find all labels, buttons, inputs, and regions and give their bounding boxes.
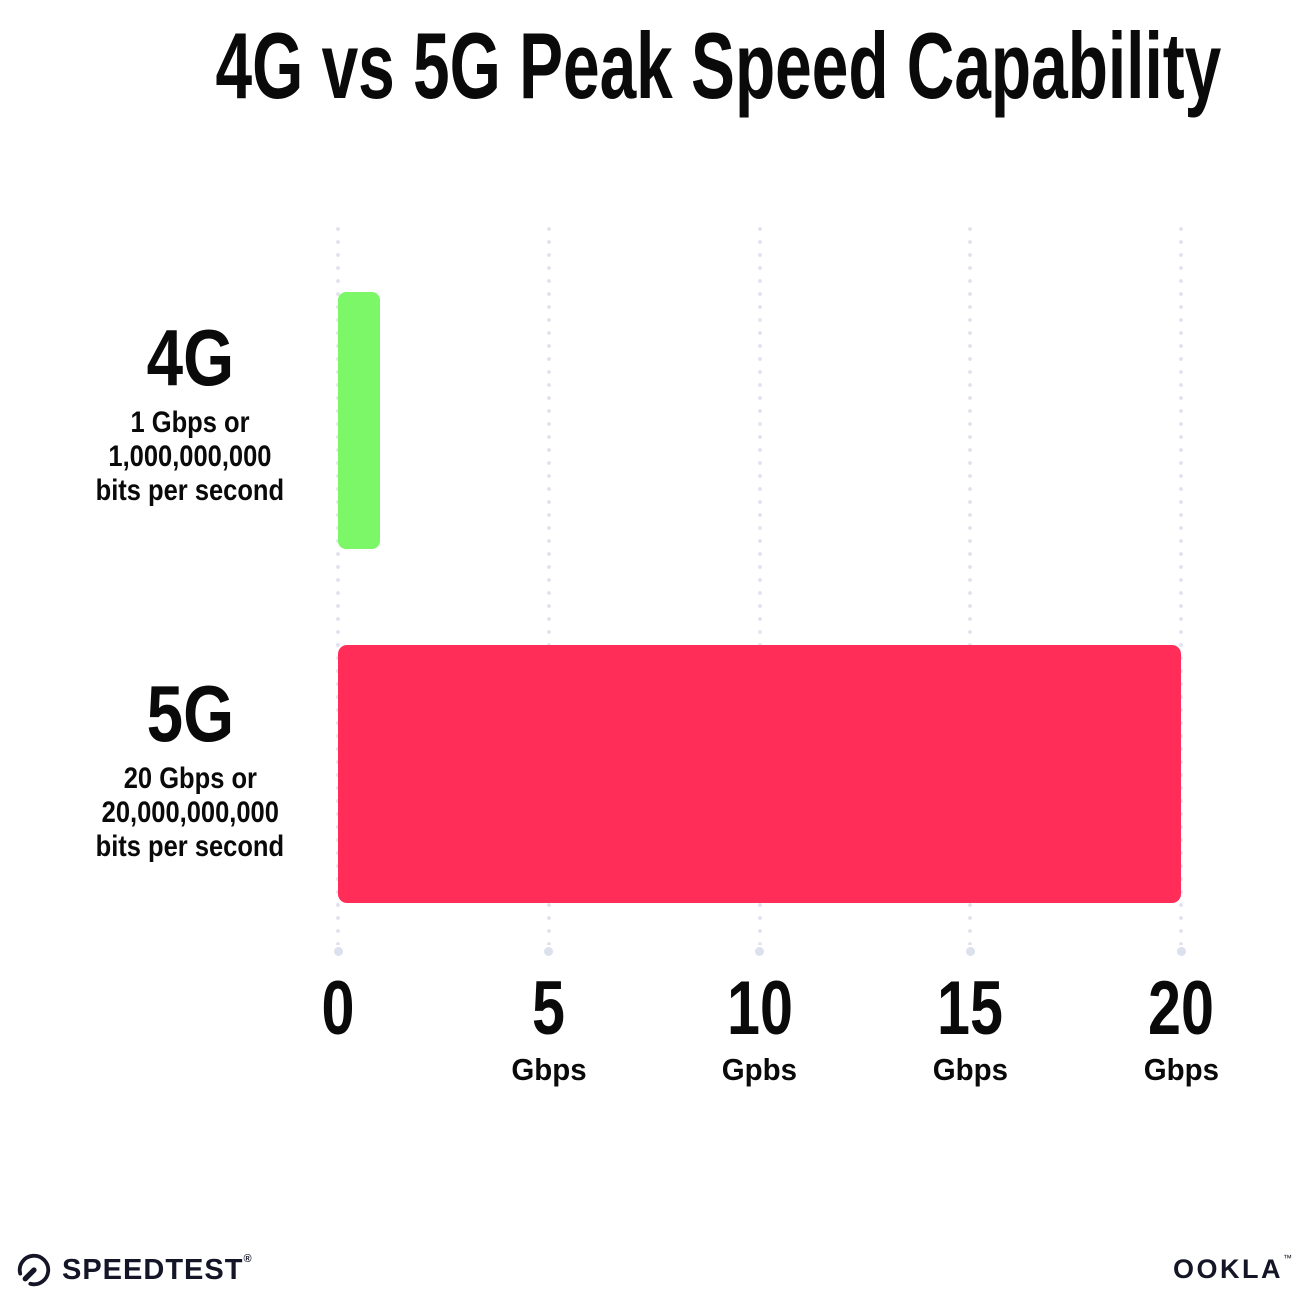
speedtest-wordmark-text: SPEEDTEST xyxy=(62,1253,244,1286)
row-label-5g-sublabel: 20 Gbps or 20,000,000,000 bits per secon… xyxy=(40,762,340,864)
x-tick-15-unit: Gbps xyxy=(932,1052,1008,1087)
x-tick-20: 20 Gbps xyxy=(1139,971,1224,1087)
x-tick-10: 10 Gpbs xyxy=(717,971,802,1087)
x-tick-20-unit: Gbps xyxy=(1143,1052,1219,1087)
ookla-trademark-icon: ™ xyxy=(1283,1253,1292,1263)
row-label-5g-title: 5G xyxy=(146,669,234,758)
row-label-5g-subline-1: 20 Gbps or xyxy=(123,762,257,795)
row-label-5g-subline-2: 20,000,000,000 xyxy=(101,796,279,829)
x-tick-0-value: 0 xyxy=(321,966,355,1051)
gridline-15 xyxy=(968,223,973,945)
axis-tick-dot-0 xyxy=(333,947,343,956)
gridline-20 xyxy=(1179,223,1183,945)
chart-area: 0 5 Gbps 10 Gpbs 15 Gbps 20 Gbps xyxy=(322,223,1219,1087)
x-tick-15-value: 15 xyxy=(937,966,1004,1051)
page-title: 4G vs 5G Peak Speed Capability xyxy=(0,12,1308,120)
x-tick-5-value: 5 xyxy=(532,966,566,1051)
row-label-5g-subline-3: bits per second xyxy=(95,830,285,863)
bar-5g xyxy=(338,645,1181,903)
axis-tick-dot-10 xyxy=(755,947,764,956)
x-tick-10-unit: Gpbs xyxy=(721,1052,798,1087)
row-label-4g-sublabel: 1 Gbps or 1,000,000,000 bits per second xyxy=(40,406,340,508)
x-tick-10-value: 10 xyxy=(726,966,793,1051)
row-label-4g-subline-2: 1,000,000,000 xyxy=(108,440,272,473)
row-label-4g-subline-3: bits per second xyxy=(95,474,285,507)
ookla-wordmark: OOKLA xyxy=(1173,1254,1283,1284)
row-label-5g: 5G 20 Gbps or 20,000,000,000 bits per se… xyxy=(40,674,340,864)
axis-tick-dot-20 xyxy=(1176,947,1186,956)
page-title-text: 4G vs 5G Peak Speed Capability xyxy=(215,13,1222,118)
row-label-4g: 4G 1 Gbps or 1,000,000,000 bits per seco… xyxy=(40,318,340,508)
x-tick-0: 0 xyxy=(317,971,359,1087)
x-tick-5: 5 Gbps xyxy=(509,971,588,1087)
row-label-4g-subline-1: 1 Gbps or xyxy=(130,406,250,439)
gridline-0 xyxy=(336,223,340,945)
gridline-10 xyxy=(757,223,762,945)
row-label-4g-title: 4G xyxy=(146,313,234,402)
bar-4g xyxy=(338,292,381,549)
speedtest-wordmark: SPEEDTEST® xyxy=(62,1252,253,1286)
speedtest-gauge-icon xyxy=(15,1251,53,1289)
speedtest-logo: SPEEDTEST® xyxy=(15,1248,253,1292)
axis-tick-dot-15 xyxy=(965,947,975,956)
axis-tick-dot-5 xyxy=(544,947,554,956)
speedtest-trademark-icon: ® xyxy=(243,1252,253,1265)
gridline-5 xyxy=(546,223,551,945)
x-tick-15: 15 Gbps xyxy=(928,971,1013,1087)
ookla-logo: OOKLA ™ xyxy=(1173,1253,1292,1284)
x-tick-20-value: 20 xyxy=(1148,966,1214,1051)
x-tick-5-unit: Gbps xyxy=(511,1052,587,1087)
